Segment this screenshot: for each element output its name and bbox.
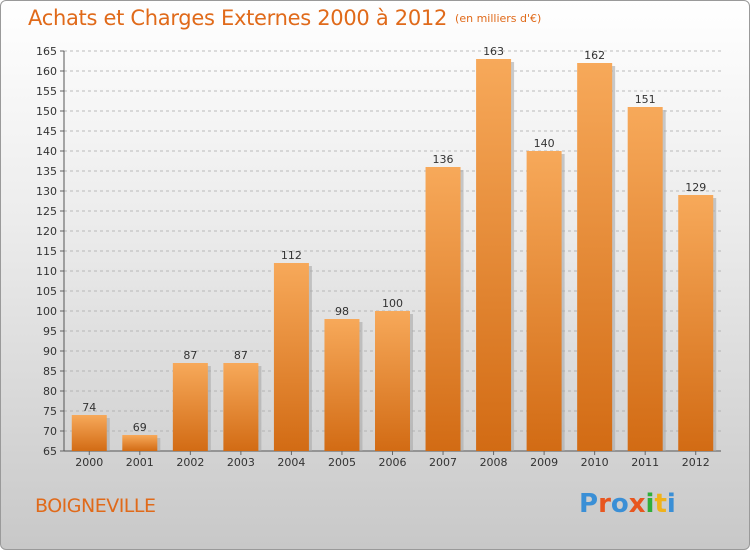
bar: [526, 151, 562, 451]
data-label: 136: [433, 153, 454, 166]
bar: [375, 311, 410, 451]
y-tick-label: 155: [36, 85, 57, 98]
data-label: 163: [483, 45, 504, 58]
data-label: 112: [281, 249, 302, 262]
bar: [627, 107, 663, 451]
logo-letter: i: [645, 489, 655, 519]
data-label: 87: [183, 349, 197, 362]
logo-letter: x: [628, 489, 646, 519]
y-tick-label: 65: [43, 445, 57, 458]
logo-letter: i: [666, 489, 676, 519]
x-tick-label: 2001: [126, 456, 154, 469]
y-tick-label: 95: [43, 325, 57, 338]
y-tick-label: 100: [36, 305, 57, 318]
bar: [223, 363, 259, 451]
x-tick-label: 2005: [328, 456, 356, 469]
logo-letter: t: [654, 489, 667, 519]
x-tick-label: 2011: [631, 456, 659, 469]
chart-title: Achats et Charges Externes 2000 à 2012 (e…: [28, 6, 541, 30]
x-tick-label: 2007: [429, 456, 457, 469]
logo-letter: P: [579, 489, 599, 519]
data-label: 140: [534, 137, 555, 150]
proxiti-logo[interactable]: Proxiti: [579, 489, 676, 519]
x-tick-label: 2003: [227, 456, 255, 469]
bar: [172, 363, 208, 451]
bar: [273, 263, 309, 451]
commune-name: BOIGNEVILLE: [35, 495, 156, 517]
y-tick-label: 140: [36, 145, 57, 158]
bar: [122, 435, 158, 451]
bar: [476, 59, 512, 451]
y-tick-label: 125: [36, 205, 57, 218]
y-tick-label: 160: [36, 65, 57, 78]
y-tick-label: 145: [36, 125, 57, 138]
data-label: 129: [685, 181, 706, 194]
data-label: 98: [335, 305, 349, 318]
bar: [324, 319, 360, 451]
chart-title-text: Achats et Charges Externes 2000 à 2012: [28, 6, 448, 30]
bar: [71, 415, 107, 451]
y-tick-label: 135: [36, 165, 57, 178]
y-tick-label: 130: [36, 185, 57, 198]
bar: [425, 167, 461, 451]
data-label: 151: [635, 93, 656, 106]
x-tick-label: 2006: [379, 456, 407, 469]
bar: [577, 63, 613, 451]
x-tick-label: 2000: [75, 456, 103, 469]
labels: 65 70 75 80 85 90 95 100 105 110 115 120 125 130 135 14…: [36, 45, 710, 469]
y-tick-label: 110: [36, 265, 57, 278]
y-tick-label: 85: [43, 365, 57, 378]
x-tick-label: 2008: [480, 456, 508, 469]
logo-letter: o: [610, 489, 629, 519]
data-label: 162: [584, 49, 605, 62]
y-tick-label: 70: [43, 425, 57, 438]
y-tick-label: 80: [43, 385, 57, 398]
x-tick-label: 2009: [530, 456, 558, 469]
y-tick-label: 165: [36, 45, 57, 58]
data-label: 87: [234, 349, 248, 362]
y-tick-label: 105: [36, 285, 57, 298]
bars: [71, 59, 717, 451]
data-label: 74: [82, 401, 96, 414]
bar: [678, 195, 714, 451]
data-label: 69: [133, 421, 147, 434]
x-tick-label: 2012: [682, 456, 710, 469]
x-tick-label: 2002: [176, 456, 204, 469]
chart-subtitle: (en milliers d'€): [455, 12, 542, 25]
y-tick-label: 150: [36, 105, 57, 118]
x-tick-label: 2010: [581, 456, 609, 469]
y-tick-label: 120: [36, 225, 57, 238]
x-tick-label: 2004: [277, 456, 305, 469]
y-tick-label: 75: [43, 405, 57, 418]
data-label: 100: [382, 297, 403, 310]
y-tick-label: 115: [36, 245, 57, 258]
logo-letter: r: [598, 489, 611, 519]
y-tick-label: 90: [43, 345, 57, 358]
